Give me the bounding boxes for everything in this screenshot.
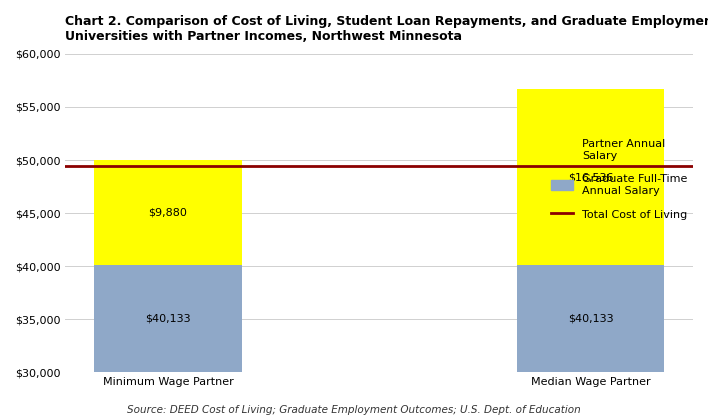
Bar xyxy=(517,265,665,372)
Text: $9,880: $9,880 xyxy=(149,207,188,217)
Bar xyxy=(517,89,665,265)
Text: $16,536: $16,536 xyxy=(568,172,613,182)
Text: $40,133: $40,133 xyxy=(568,313,613,323)
Bar xyxy=(94,265,242,372)
Text: $40,133: $40,133 xyxy=(145,313,190,323)
Text: Source: DEED Cost of Living; Graduate Employment Outcomes; U.S. Dept. of Educati: Source: DEED Cost of Living; Graduate Em… xyxy=(127,405,581,415)
Text: Chart 2. Comparison of Cost of Living, Student Loan Repayments, and Graduate Emp: Chart 2. Comparison of Cost of Living, S… xyxy=(65,15,708,43)
Legend: Partner Annual
Salary, Graduate Full-Time
Annual Salary, Total Cost of Living: Partner Annual Salary, Graduate Full-Tim… xyxy=(551,139,687,220)
Bar xyxy=(94,160,242,265)
